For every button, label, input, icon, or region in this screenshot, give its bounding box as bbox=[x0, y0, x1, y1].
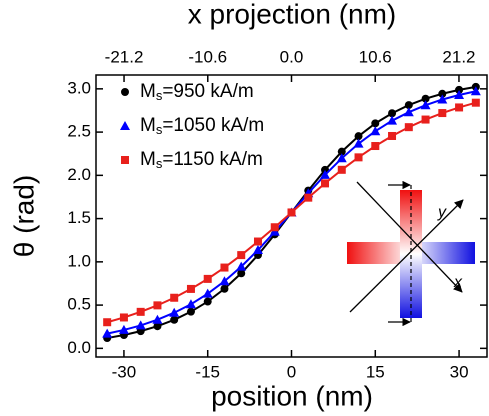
marker bbox=[103, 318, 112, 327]
marker bbox=[438, 109, 447, 118]
y-tick-label: 0.0 bbox=[67, 338, 91, 357]
x2-axis-title: x projection (nm) bbox=[188, 0, 397, 29]
marker bbox=[186, 307, 195, 316]
marker bbox=[371, 119, 380, 128]
marker bbox=[220, 284, 229, 293]
marker bbox=[203, 274, 212, 283]
marker bbox=[220, 263, 229, 272]
marker bbox=[353, 138, 364, 148]
legend-label: Ms=950 kA/m bbox=[140, 81, 254, 103]
legend-label: Ms=1150 kA/m bbox=[140, 149, 263, 171]
x2-tick-label: 10.6 bbox=[359, 47, 392, 66]
marker bbox=[387, 115, 398, 125]
marker bbox=[403, 107, 414, 117]
marker bbox=[135, 320, 146, 330]
x2-tick-label: 0.0 bbox=[280, 47, 304, 66]
marker bbox=[336, 153, 347, 163]
marker bbox=[219, 276, 230, 286]
marker bbox=[136, 307, 145, 316]
marker bbox=[237, 251, 246, 260]
y-axis-title: θ (rad) bbox=[8, 175, 39, 257]
marker bbox=[337, 147, 346, 156]
marker bbox=[421, 115, 430, 124]
marker bbox=[203, 297, 212, 306]
marker bbox=[304, 193, 313, 202]
marker bbox=[354, 153, 363, 162]
x2-tick-label: 21.2 bbox=[442, 47, 475, 66]
x-tick-label: 15 bbox=[366, 362, 385, 381]
x2-tick-label: -21.2 bbox=[105, 47, 144, 66]
marker bbox=[455, 103, 464, 112]
y-tick-label: 2.0 bbox=[67, 165, 91, 184]
marker bbox=[337, 165, 346, 174]
marker bbox=[388, 131, 397, 140]
marker bbox=[420, 100, 431, 110]
marker bbox=[354, 132, 363, 141]
marker bbox=[287, 208, 296, 217]
marker bbox=[320, 169, 331, 179]
marker bbox=[152, 314, 163, 324]
x-tick-label: 0 bbox=[287, 362, 296, 381]
marker bbox=[102, 328, 113, 338]
marker bbox=[119, 313, 128, 322]
inset-diagram: x y bbox=[347, 180, 475, 327]
marker bbox=[237, 269, 246, 278]
x-axis-title: position (nm) bbox=[211, 380, 373, 411]
legend-label: Ms=1050 kA/m bbox=[140, 115, 264, 137]
marker bbox=[370, 126, 381, 136]
y-tick-label: 3.0 bbox=[67, 78, 91, 97]
marker bbox=[170, 293, 179, 302]
marker bbox=[437, 94, 448, 104]
y-tick-label: 0.5 bbox=[67, 295, 91, 314]
marker bbox=[202, 288, 213, 298]
marker bbox=[153, 301, 162, 310]
marker bbox=[455, 85, 464, 94]
marker bbox=[438, 89, 447, 98]
x-tick-label: -15 bbox=[195, 362, 220, 381]
marker bbox=[252, 244, 263, 254]
marker bbox=[471, 98, 480, 107]
marker bbox=[153, 322, 162, 331]
marker bbox=[253, 237, 262, 246]
inset-y-axis bbox=[349, 199, 464, 313]
marker bbox=[371, 142, 380, 151]
marker bbox=[404, 101, 413, 110]
marker bbox=[388, 109, 397, 118]
legend-swatch bbox=[121, 88, 129, 96]
marker bbox=[169, 307, 180, 317]
marker bbox=[170, 315, 179, 324]
x2-tick-label: -10.6 bbox=[188, 47, 227, 66]
marker bbox=[321, 179, 330, 188]
legend-swatch bbox=[120, 121, 130, 130]
marker bbox=[270, 223, 279, 232]
marker bbox=[185, 299, 196, 309]
marker bbox=[186, 284, 195, 293]
marker bbox=[454, 89, 465, 99]
y-tick-label: 1.0 bbox=[67, 251, 91, 270]
marker bbox=[470, 86, 481, 96]
x-tick-label: 30 bbox=[450, 362, 469, 381]
marker bbox=[404, 123, 413, 132]
y-tick-label: 2.5 bbox=[67, 122, 91, 141]
marker bbox=[118, 324, 129, 334]
inset-y-label: y bbox=[437, 204, 447, 221]
y-tick-label: 1.5 bbox=[67, 208, 91, 227]
legend-swatch bbox=[121, 156, 129, 164]
marker bbox=[421, 94, 430, 103]
inset-x-axis bbox=[356, 181, 463, 293]
marker bbox=[236, 261, 247, 271]
inset-vertical-bar bbox=[400, 190, 422, 318]
x-tick-label: -30 bbox=[112, 362, 137, 381]
inset-x-label: x bbox=[453, 274, 463, 291]
